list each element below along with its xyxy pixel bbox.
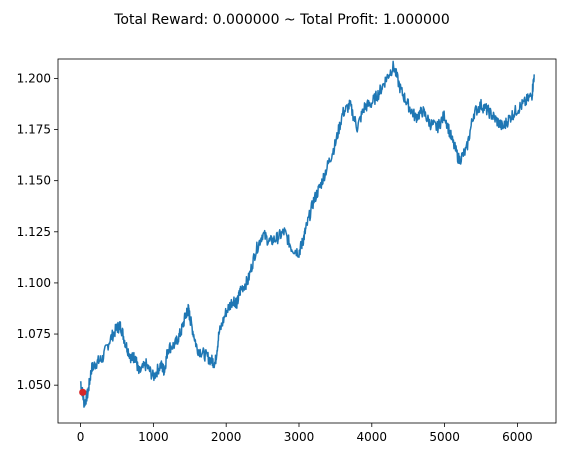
- x-tick-label: 2000: [211, 430, 242, 444]
- y-tick-label: 1.050: [17, 378, 51, 392]
- plot-area: [79, 60, 535, 408]
- series-line-0: [79, 60, 535, 408]
- x-tick-label: 5000: [429, 430, 460, 444]
- x-tick-label: 4000: [357, 430, 388, 444]
- y-tick-label: 1.125: [17, 225, 51, 239]
- axes: 0 1000 2000 3000 4000 5000 6000 1.050 1.075 1.100…: [17, 58, 557, 444]
- y-tick-label: 1.075: [17, 327, 51, 341]
- x-tick-label: 0: [77, 430, 85, 444]
- chart-title: Total Reward: 0.000000 ~ Total Profit: 1…: [113, 12, 450, 28]
- y-tick-label: 1.175: [17, 123, 51, 137]
- y-tick-label: 1.100: [17, 276, 51, 290]
- plot-frame: [57, 58, 557, 424]
- x-tick-label: 3000: [284, 430, 315, 444]
- x-tick-label: 6000: [502, 430, 533, 444]
- marker-point-0: [79, 388, 87, 396]
- y-tick-label: 1.150: [17, 174, 51, 188]
- y-tick-label: 1.200: [17, 71, 51, 85]
- x-tick-label: 1000: [138, 430, 169, 444]
